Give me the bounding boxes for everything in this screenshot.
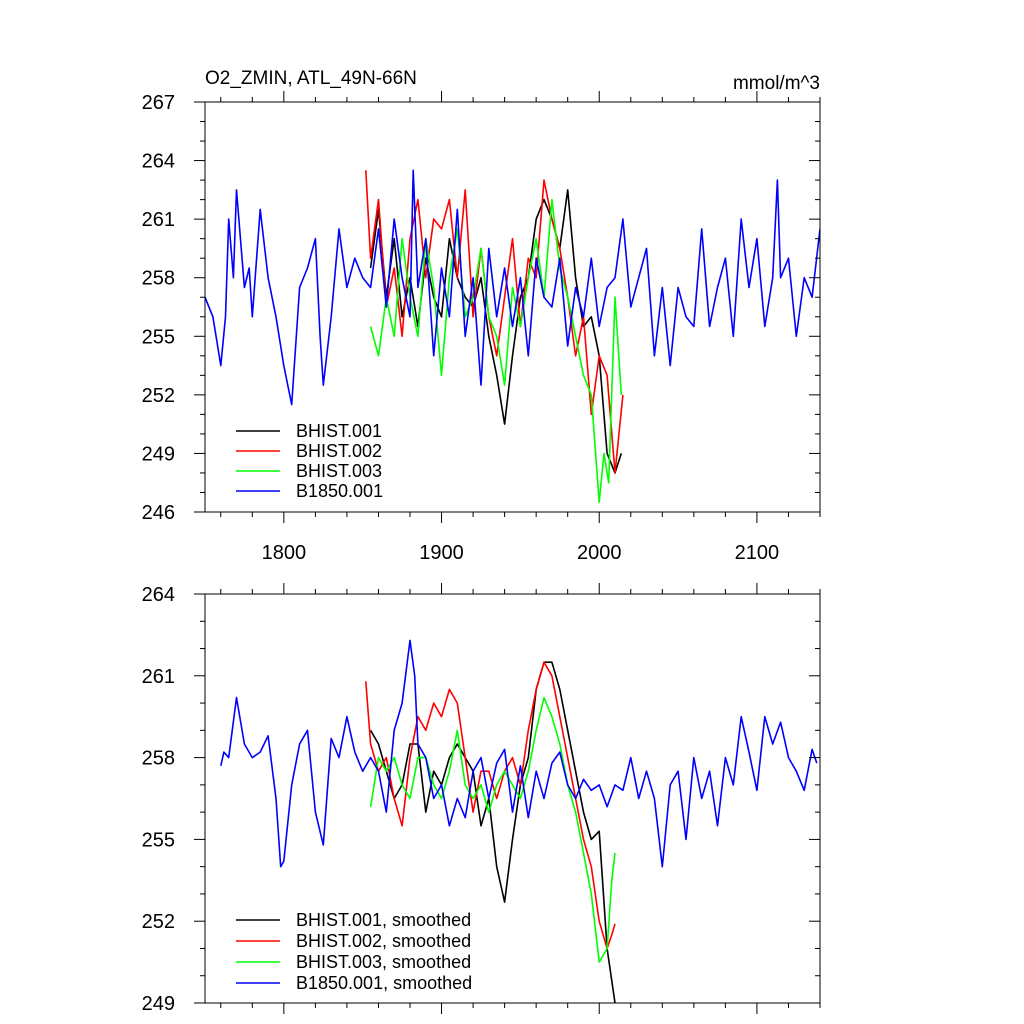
y-tick-label: 255 bbox=[142, 829, 175, 851]
units-label: mmol/m^3 bbox=[733, 73, 820, 94]
legend-label: B1850.001, smoothed bbox=[296, 973, 472, 993]
series-line-2 bbox=[369, 198, 623, 503]
y-tick-label: 249 bbox=[142, 993, 175, 1015]
legend-label: BHIST.002, smoothed bbox=[296, 931, 471, 951]
series-line-0 bbox=[369, 189, 623, 474]
plot-frame bbox=[204, 593, 821, 1004]
x-tick-label: 1800 bbox=[262, 542, 307, 564]
y-tick-label: 258 bbox=[142, 268, 175, 290]
y-tick-label: 246 bbox=[142, 502, 175, 524]
y-tick-label: 252 bbox=[142, 911, 175, 933]
series-line-0 bbox=[369, 661, 616, 1003]
y-tick-label: 255 bbox=[142, 326, 175, 348]
top-panel: 246 249 252 255 258 261 264 267 1800 1900 2000 2100… bbox=[142, 68, 821, 564]
x-tick-label: 1900 bbox=[419, 542, 464, 564]
x-tick-label: 2000 bbox=[577, 542, 622, 564]
series-lines bbox=[205, 169, 820, 503]
series-line-3 bbox=[220, 639, 818, 868]
legend-label: BHIST.001, smoothed bbox=[296, 910, 471, 930]
legend-label: BHIST.003, smoothed bbox=[296, 952, 471, 972]
y-tick-label: 261 bbox=[142, 209, 175, 231]
y-tick-label: 258 bbox=[142, 748, 175, 770]
legend-label: BHIST.003 bbox=[296, 461, 382, 481]
legend-label: B1850.001 bbox=[296, 481, 383, 501]
series-line-1 bbox=[365, 170, 624, 474]
y-tick-label: 264 bbox=[142, 584, 175, 606]
y-tick-label: 252 bbox=[142, 385, 175, 407]
y-tick-label: 261 bbox=[142, 666, 175, 688]
chart-title: O2_ZMIN, ATL_49N-66N bbox=[205, 68, 417, 89]
series-lines bbox=[220, 639, 818, 1003]
series-line-2 bbox=[369, 696, 616, 963]
legend-label: BHIST.001 bbox=[296, 421, 382, 441]
series-line-3 bbox=[205, 169, 820, 406]
y-tick-label: 264 bbox=[142, 151, 175, 173]
plot-frame bbox=[204, 101, 821, 513]
y-tick-label: 267 bbox=[142, 92, 175, 114]
x-tick-label: 2100 bbox=[735, 542, 780, 564]
y-tick-label: 249 bbox=[142, 443, 175, 465]
legend-label: BHIST.002 bbox=[296, 441, 382, 461]
